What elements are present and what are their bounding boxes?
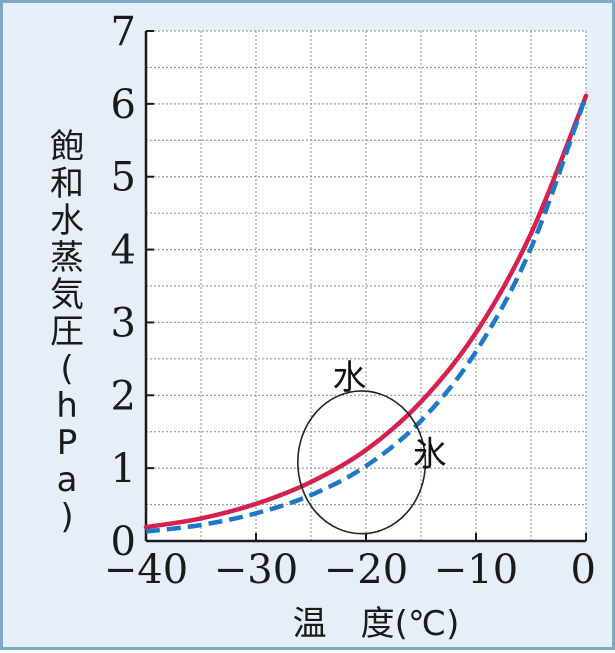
x-tick-label: 0 — [571, 547, 596, 593]
series-annotation-0: 水 — [333, 358, 367, 398]
x-tick-label: −40 — [104, 547, 188, 593]
y-tick-label: 4 — [111, 228, 136, 274]
y-tick-label: 6 — [111, 82, 136, 128]
axes — [144, 30, 587, 543]
tick-labels: 0 1 2 3 4 5 6 7 −40 −30 −20 −10 0 — [104, 9, 596, 593]
y-tick-label: 3 — [111, 300, 136, 346]
x-axis-title: 温 度(℃) — [293, 604, 460, 644]
x-tick-label: −20 — [324, 547, 408, 593]
highlight-layer — [297, 390, 427, 535]
series-line-0 — [143, 93, 589, 530]
series-line-1 — [145, 95, 589, 534]
series-annotation-1: 氷 — [413, 435, 447, 475]
y-tick-label: 7 — [111, 9, 136, 55]
y-tick-label: 5 — [111, 155, 136, 201]
annotations-layer: 水氷 — [333, 358, 447, 475]
x-tick-label: −30 — [214, 547, 298, 593]
y-tick-label: 0 — [111, 519, 136, 565]
series-layer — [143, 93, 589, 534]
y-tick-label: 1 — [111, 446, 136, 492]
grid — [145, 30, 587, 542]
highlight-circle — [297, 390, 427, 535]
x-tick-label: −10 — [434, 547, 518, 593]
y-tick-label: 2 — [111, 373, 136, 419]
